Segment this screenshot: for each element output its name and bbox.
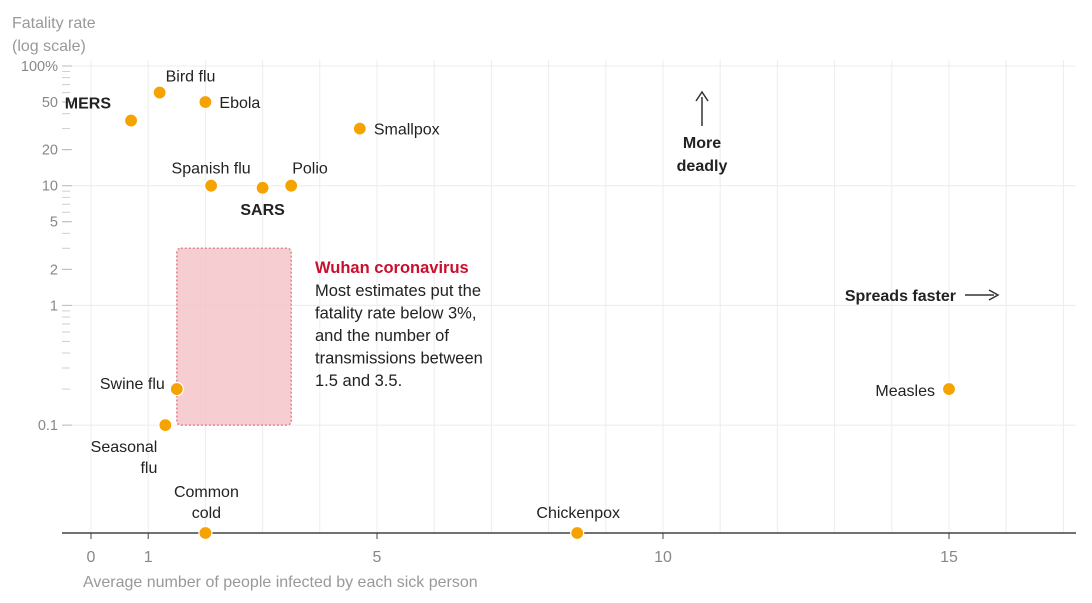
direction-indicators: More deadly Spreads faster — [677, 90, 1000, 305]
point-chickenpox — [570, 525, 585, 541]
up-arrow-icon — [695, 90, 709, 102]
x-axis-title: Average number of people infected by eac… — [83, 574, 478, 591]
coronavirus-annotation-title: Wuhan coronavirus — [315, 259, 469, 277]
coronavirus-annotation-line: fatality rate below 3%, — [315, 305, 476, 323]
coronavirus-annotation-line: transmissions between — [315, 350, 483, 368]
more-deadly-label-line-2: deadly — [677, 158, 728, 175]
point-seasonal-flu — [158, 418, 173, 433]
point-swine-flu — [169, 381, 184, 397]
y-tick-label: 0.1 — [38, 418, 58, 434]
coronavirus-annotation-line: Most estimates put the — [315, 282, 481, 300]
coronavirus-annotation-line: and the number of — [315, 327, 449, 345]
coronavirus-annotation-text: Most estimates put the fatality rate belo… — [315, 282, 483, 390]
y-tick-label: 2 — [50, 262, 58, 278]
point-label-chickenpox: Chickenpox — [536, 505, 620, 522]
right-arrow-icon — [988, 289, 1000, 301]
point-label-polio: Polio — [292, 161, 328, 178]
x-tick-label: 1 — [144, 549, 153, 566]
point-sars — [255, 180, 270, 195]
point-bird-flu — [152, 85, 167, 100]
point-common-cold — [198, 525, 213, 541]
y-tick-label: 10 — [42, 179, 58, 195]
point-smallpox — [352, 121, 367, 136]
point-label-sars: SARS — [240, 202, 285, 219]
spreads-faster-label: Spreads faster — [845, 288, 956, 305]
x-tick-label: 0 — [87, 549, 96, 566]
x-tick-label: 10 — [654, 549, 672, 566]
y-tick-label: 100% — [21, 59, 58, 75]
point-label-smallpox: Smallpox — [374, 122, 440, 139]
y-axis-title-line-1: Fatality rate — [12, 15, 96, 32]
point-label-swine-flu: Swine flu — [100, 376, 165, 393]
coronavirus-highlight-region — [176, 247, 292, 426]
y-tick-label: 50 — [42, 95, 58, 111]
point-label-mers: MERS — [65, 96, 112, 113]
point-label-spanish-flu: Spanish flu — [172, 161, 251, 178]
point-polio — [284, 178, 299, 193]
x-tick-label: 15 — [940, 549, 958, 566]
point-ebola — [198, 94, 213, 110]
highlight-region-layer — [176, 247, 292, 426]
point-label-ebola: Ebola — [219, 95, 260, 112]
y-tick-label: 1 — [50, 298, 58, 314]
point-mers — [123, 113, 139, 128]
x-tick-label: 5 — [373, 549, 382, 566]
point-measles — [941, 381, 957, 397]
point-label-seasonal-flu: flu — [140, 460, 157, 477]
point-label-bird-flu: Bird flu — [166, 69, 216, 86]
coronavirus-annotation-line: 1.5 and 3.5. — [315, 372, 402, 390]
more-deadly-label-line-1: More — [683, 135, 721, 152]
point-label-seasonal-flu: Seasonal — [91, 439, 158, 456]
point-label-common-cold: Common — [174, 484, 239, 501]
data-points — [123, 85, 957, 541]
point-spanish-flu — [204, 178, 219, 193]
point-label-common-cold: cold — [192, 505, 221, 522]
y-axis-title-line-2: (log scale) — [12, 38, 86, 55]
point-label-measles: Measles — [875, 383, 935, 400]
grid-layer — [62, 60, 1076, 533]
y-tick-label: 5 — [50, 215, 58, 231]
y-tick-label: 20 — [42, 143, 58, 159]
